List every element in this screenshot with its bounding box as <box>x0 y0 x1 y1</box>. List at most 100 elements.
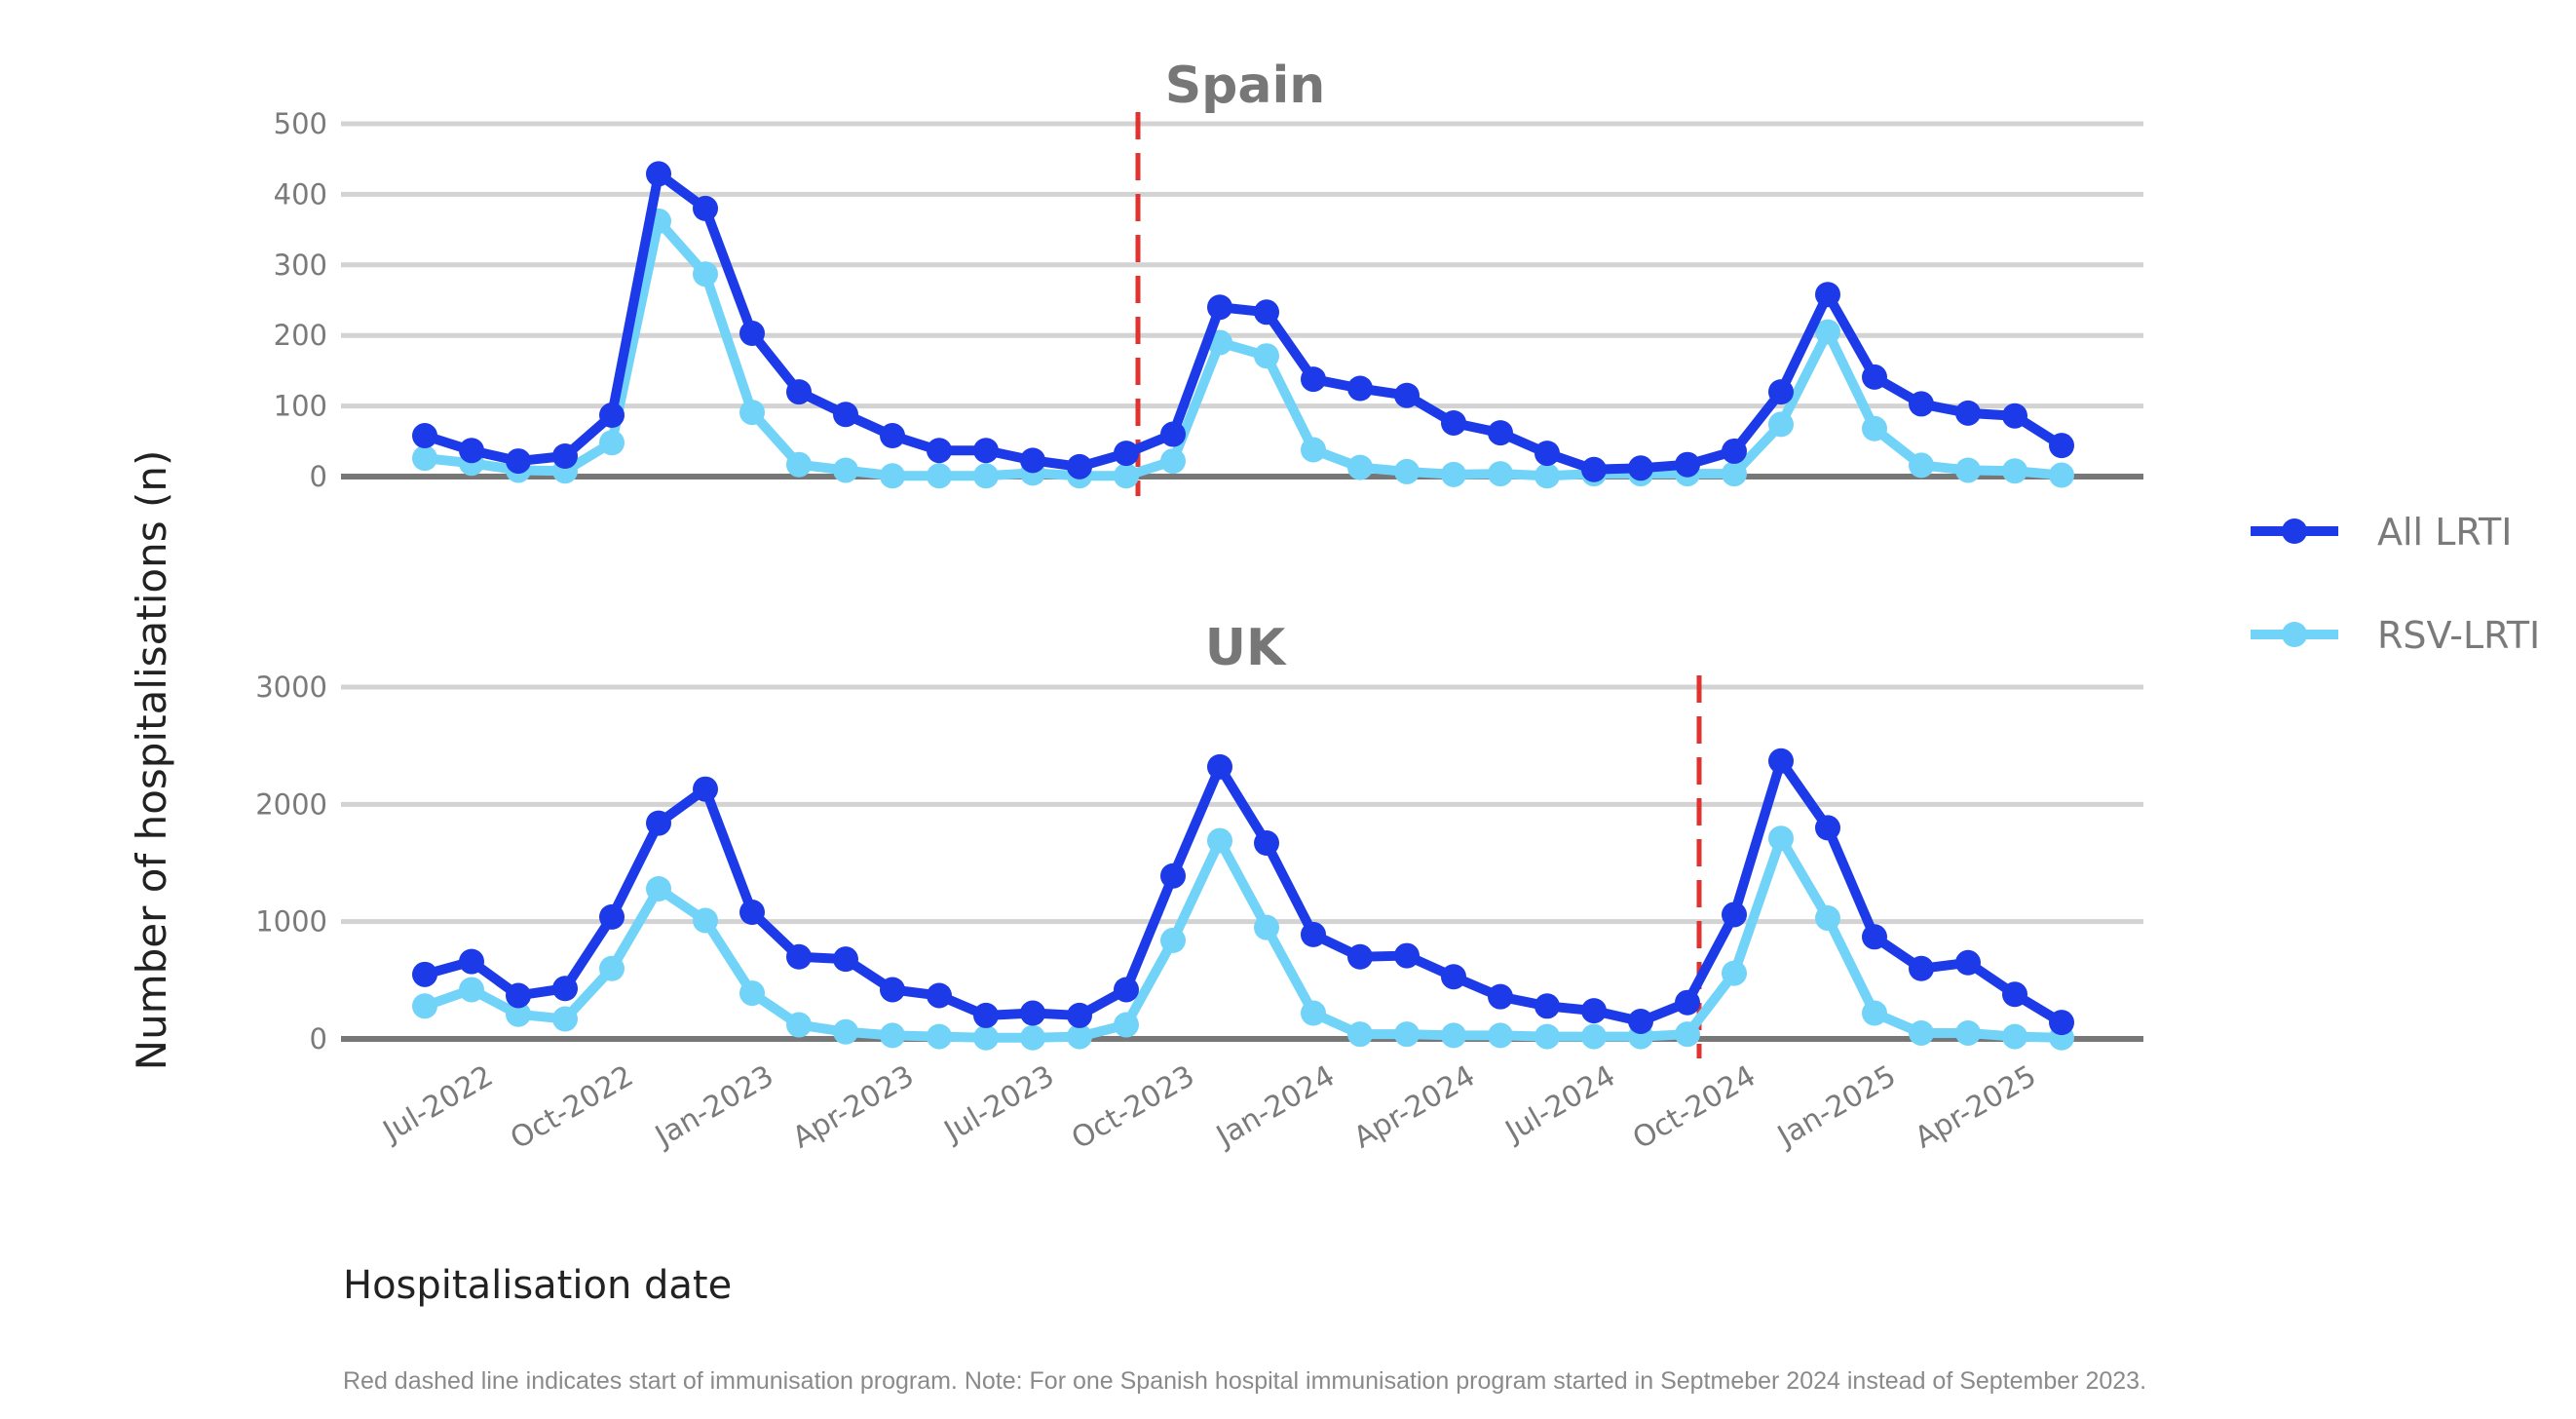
data-point <box>1909 955 1934 981</box>
data-point <box>1862 364 1887 390</box>
data-point <box>1955 400 1981 426</box>
data-point <box>1114 1012 1139 1038</box>
data-point <box>1955 949 1981 976</box>
series-line-rsv-lrti <box>424 215 2063 481</box>
data-point <box>1160 421 1186 447</box>
data-point <box>506 1001 531 1027</box>
data-point <box>1020 1000 1045 1026</box>
x-tick-label: Oct-2022 <box>505 1059 639 1157</box>
data-point <box>1768 379 1794 405</box>
data-point <box>880 423 905 449</box>
data-point <box>1114 977 1139 1003</box>
data-point <box>1394 458 1420 484</box>
data-point <box>973 1002 999 1028</box>
data-point <box>1301 366 1326 393</box>
legend-label-all-lrti: All LRTI <box>2377 511 2512 554</box>
data-point <box>1955 1019 1981 1046</box>
data-point <box>1675 451 1700 478</box>
data-point <box>1488 1022 1513 1049</box>
data-point <box>1955 457 1981 483</box>
data-point <box>693 776 718 802</box>
data-point <box>1862 924 1887 950</box>
data-point <box>1581 1023 1607 1050</box>
data-point <box>1254 914 1279 940</box>
data-point <box>880 463 905 489</box>
data-point <box>1909 391 1934 417</box>
y-tick-labels-spain: 0 100 200 300 400 500 <box>274 107 327 493</box>
data-point <box>459 977 484 1003</box>
data-point <box>1534 993 1560 1019</box>
data-point <box>786 379 812 405</box>
x-tick-label: Apr-2025 <box>1910 1059 2042 1156</box>
y-tick-label: 200 <box>274 319 327 352</box>
data-point <box>1160 863 1186 889</box>
data-point <box>646 810 671 836</box>
data-point <box>927 982 952 1009</box>
data-point <box>786 451 812 478</box>
y-axis-label: Number of hospitalisations (n) <box>128 450 175 1071</box>
data-point <box>1254 299 1279 326</box>
data-point <box>1394 382 1420 408</box>
footnote: Red dashed line indicates start of immun… <box>343 1367 2146 1395</box>
data-point <box>1347 454 1373 480</box>
data-point <box>1207 294 1232 321</box>
data-point <box>693 195 718 221</box>
data-point <box>552 976 578 1002</box>
data-point <box>1488 420 1513 446</box>
data-point <box>1862 1000 1887 1026</box>
x-tick-label: Oct-2023 <box>1066 1059 1200 1157</box>
data-point <box>1488 461 1513 487</box>
y-tick-label: 400 <box>274 177 327 211</box>
data-point <box>1114 463 1139 489</box>
data-point <box>599 903 625 930</box>
data-point <box>1815 815 1840 841</box>
data-point <box>1441 461 1466 487</box>
y-tick-label: 3000 <box>255 671 327 704</box>
data-point <box>973 463 999 489</box>
data-point <box>1394 1021 1420 1048</box>
data-point <box>693 261 718 288</box>
data-point <box>1909 1019 1934 1046</box>
panel-title-spain: Spain <box>1165 57 1326 115</box>
data-point <box>2002 458 2027 484</box>
data-point <box>1628 1008 1653 1034</box>
data-point <box>1488 983 1513 1010</box>
data-point <box>2002 981 2027 1008</box>
data-point <box>1815 905 1840 932</box>
data-point <box>1207 753 1232 780</box>
data-point <box>1628 455 1653 481</box>
data-point <box>1301 437 1326 463</box>
legend-label-rsv-lrti: RSV-LRTI <box>2377 614 2540 657</box>
series-uk <box>341 748 2143 1051</box>
data-point <box>1441 964 1466 990</box>
data-point <box>739 980 765 1007</box>
data-point <box>927 463 952 489</box>
data-point <box>1160 448 1186 475</box>
data-point <box>2049 1010 2074 1036</box>
data-point <box>1768 411 1794 438</box>
y-tick-labels-uk: 0 1000 2000 3000 <box>255 671 327 1055</box>
series-spain <box>341 161 2143 489</box>
y-tick-label: 1000 <box>255 905 327 939</box>
data-point <box>880 1022 905 1049</box>
series-line-rsv-lrti <box>423 833 2063 1043</box>
y-gridlines-spain <box>341 121 2143 409</box>
data-point <box>1534 463 1560 489</box>
data-point <box>1347 1021 1373 1048</box>
data-point <box>833 946 858 973</box>
data-point <box>459 948 484 975</box>
data-point <box>786 943 812 970</box>
data-point <box>1067 1002 1092 1028</box>
data-point <box>1394 942 1420 969</box>
data-point <box>1581 456 1607 482</box>
data-point <box>833 402 858 428</box>
data-point <box>1301 1000 1326 1026</box>
data-point <box>1160 927 1186 953</box>
data-point <box>1020 447 1045 474</box>
data-point <box>973 438 999 464</box>
data-point <box>412 445 437 472</box>
data-point <box>833 457 858 483</box>
data-point <box>412 423 437 449</box>
data-point <box>739 900 765 926</box>
